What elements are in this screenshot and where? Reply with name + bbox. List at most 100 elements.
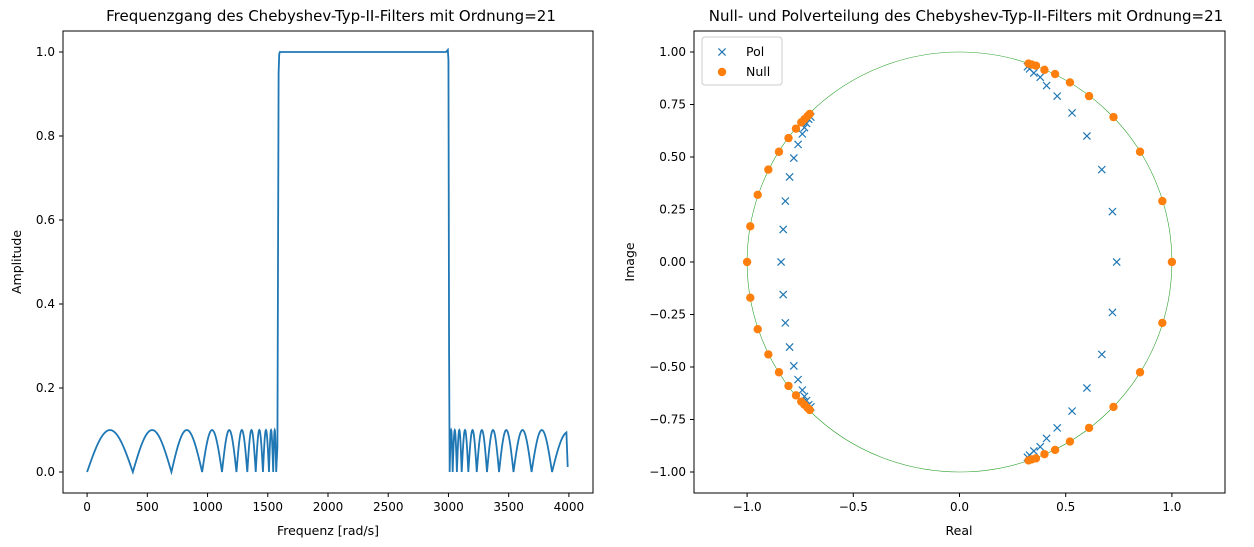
freq-chart-title: Frequenzgang des Chebyshev-Typ-II-Filter… — [106, 7, 556, 25]
pole-marker — [1108, 207, 1117, 216]
pz-y-tick-label: −0.75 — [649, 413, 686, 427]
zero-marker — [784, 381, 793, 391]
legend-null-marker — [717, 67, 727, 77]
freq-y-tick-label: 1.0 — [36, 45, 55, 59]
zero-marker — [1158, 318, 1167, 328]
pole-marker — [1112, 257, 1121, 267]
pole-marker — [1036, 73, 1045, 82]
pole-marker — [798, 386, 807, 395]
freq-x-ticks: 0 500 1000 1500 2000 2500 3000 3500 4000 — [83, 493, 584, 514]
zero-marker — [1065, 437, 1075, 446]
freq-y-tick-label: 0.4 — [36, 297, 55, 311]
pole-marker — [785, 343, 794, 352]
pz-x-ticks: −1.0 −0.5 0.0 0.5 1.0 — [733, 493, 1181, 514]
pz-legend: Pol Null — [701, 36, 783, 86]
pole-marker — [1097, 350, 1106, 359]
pz-plot-frame — [693, 30, 1226, 494]
freq-y-tick-label: 0.8 — [36, 129, 55, 143]
legend-pol-marker — [717, 47, 727, 57]
pole-marker — [794, 375, 803, 384]
pz-x-tick-label: −1.0 — [733, 500, 762, 514]
freq-y-tick-label: 0.0 — [36, 465, 55, 479]
freq-plot-frame — [62, 30, 594, 494]
zero-marker — [742, 257, 752, 267]
pole-marker — [1053, 423, 1062, 432]
zero-marker — [764, 350, 773, 359]
pole-marker — [1068, 407, 1077, 416]
pole-zero-chart: Null- und Polverteilung des Chebyshev-Ty… — [622, 7, 1226, 538]
pole-marker — [785, 172, 794, 181]
freq-y-tick-label: 0.6 — [36, 213, 55, 227]
pz-y-tick-label: 0.25 — [659, 203, 686, 217]
pole-marker — [1108, 308, 1117, 317]
pole-marker — [1042, 81, 1051, 90]
zero-marker — [746, 222, 755, 231]
freq-x-tick-label: 0 — [83, 500, 91, 514]
pz-y-tick-label: 0.00 — [659, 255, 686, 269]
zero-marker — [1109, 402, 1118, 412]
zero-marker — [1050, 445, 1060, 455]
pz-x-tick-label: 0.5 — [1056, 500, 1075, 514]
pz-y-tick-label: −0.25 — [649, 308, 686, 322]
legend-pol-label: Pol — [746, 44, 764, 59]
pole-marker — [789, 361, 798, 370]
pole-marker — [781, 318, 790, 327]
pz-x-tick-label: 0.0 — [950, 500, 969, 514]
zero-marker — [774, 147, 784, 156]
zero-marker — [784, 133, 793, 143]
freq-y-tick-label: 0.2 — [36, 381, 55, 395]
pz-chart-title: Null- und Polverteilung des Chebyshev-Ty… — [709, 7, 1223, 25]
zero-marker — [791, 124, 801, 133]
pole-marker — [1042, 434, 1051, 443]
pole-marker — [1068, 108, 1077, 117]
pole-marker — [779, 290, 788, 299]
zero-marker — [1040, 449, 1049, 459]
freq-x-tick-label: 3500 — [493, 500, 524, 514]
freq-x-tick-label: 2000 — [313, 500, 344, 514]
zero-marker — [1065, 78, 1075, 87]
pole-marker — [794, 140, 803, 149]
pole-marker — [1082, 383, 1091, 393]
freq-plot-area — [62, 30, 594, 494]
freq-x-tick-label: 1000 — [192, 500, 223, 514]
pz-y-tick-label: 0.50 — [659, 150, 686, 164]
zero-marker — [1135, 147, 1145, 156]
zero-marker — [753, 190, 762, 199]
pole-marker — [1036, 442, 1045, 451]
pole-marker — [1082, 131, 1091, 141]
pole-marker — [779, 225, 788, 234]
zero-marker — [1040, 65, 1049, 75]
freq-x-tick-label: 4000 — [554, 500, 585, 514]
zero-marker — [774, 368, 784, 377]
pz-y-tick-label: 0.75 — [659, 98, 686, 112]
pz-x-tick-label: −0.5 — [839, 500, 868, 514]
zero-marker — [1158, 196, 1167, 206]
zero-marker — [1050, 69, 1060, 79]
freq-x-tick-label: 3000 — [433, 500, 464, 514]
pz-x-tick-label: 1.0 — [1162, 500, 1181, 514]
zero-marker — [1024, 59, 1033, 68]
pz-y-tick-label: −0.50 — [649, 360, 686, 374]
legend-null-label: Null — [746, 64, 770, 79]
freq-x-axis-label: Frequenz [rad/s] — [277, 523, 379, 538]
freq-x-tick-label: 500 — [136, 500, 159, 514]
freq-y-axis-label: Amplitude — [9, 230, 24, 294]
pole-markers — [777, 62, 1121, 462]
freq-x-tick-label: 1500 — [252, 500, 283, 514]
frequency-response-chart: Frequenzgang des Chebyshev-Typ-II-Filter… — [9, 7, 594, 538]
zero-marker — [753, 325, 762, 334]
freq-x-tick-label: 2500 — [373, 500, 404, 514]
zero-marker — [1084, 423, 1094, 433]
pz-y-tick-label: 1.00 — [659, 45, 686, 59]
pole-marker — [798, 129, 807, 138]
zero-marker — [791, 391, 801, 400]
pole-marker — [781, 197, 790, 206]
pz-y-axis-label: Image — [622, 242, 637, 281]
zero-marker — [1167, 257, 1177, 267]
zero-markers — [742, 59, 1177, 465]
zero-marker — [1135, 368, 1145, 377]
pz-y-ticks: −1.00 −0.75 −0.50 −0.25 0.00 0.25 0.50 0.75 1.00 — [649, 45, 694, 479]
zero-marker — [764, 165, 773, 174]
zero-marker — [805, 109, 814, 119]
